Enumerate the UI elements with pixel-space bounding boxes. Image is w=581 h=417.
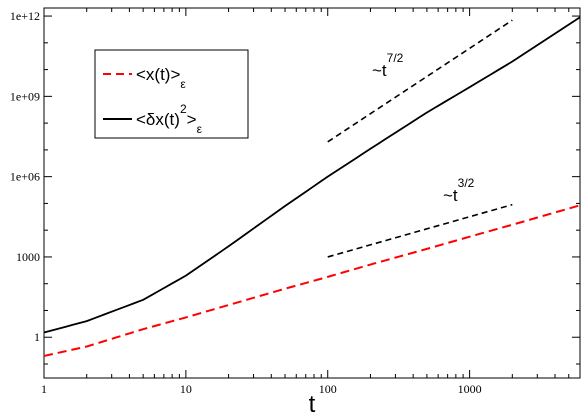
guide-line-t-3-2 (327, 203, 513, 258)
annotation-t-3-2: ~t3/2 (443, 176, 475, 205)
x-tick-label: 100 (319, 382, 337, 396)
y-axis-ticks: 1 1000 1e+06 1e+09 1e+12 (10, 9, 580, 365)
series-mean-line (43, 204, 581, 357)
x-axis-title: t (309, 391, 316, 417)
y-tick-label: 1e+12 (10, 9, 40, 23)
x-tick-label: 1 (41, 382, 47, 396)
legend: <x(t)>ε <δx(t)2>ε (94, 49, 249, 139)
legend-label-mean: <x(t)>ε (136, 65, 186, 91)
series-variance-line (43, 16, 581, 334)
series-layer (43, 16, 581, 357)
legend-box (94, 49, 249, 139)
guide-line-t-7-2 (327, 19, 513, 143)
annotation-t-7-2: ~t7/2 (372, 51, 404, 80)
y-tick-label: 1e+06 (10, 170, 40, 184)
plot-area-frame (43, 7, 581, 379)
legend-label-variance: <δx(t)2>ε (136, 102, 203, 136)
x-tick-label: 10 (180, 382, 192, 396)
y-tick-label: 1e+09 (10, 89, 40, 103)
y-tick-label: 1000 (16, 250, 40, 264)
y-tick-label: 1 (34, 330, 40, 344)
x-tick-label: 1000 (458, 382, 482, 396)
x-axis-ticks: 1 10 100 1000 (41, 8, 581, 396)
